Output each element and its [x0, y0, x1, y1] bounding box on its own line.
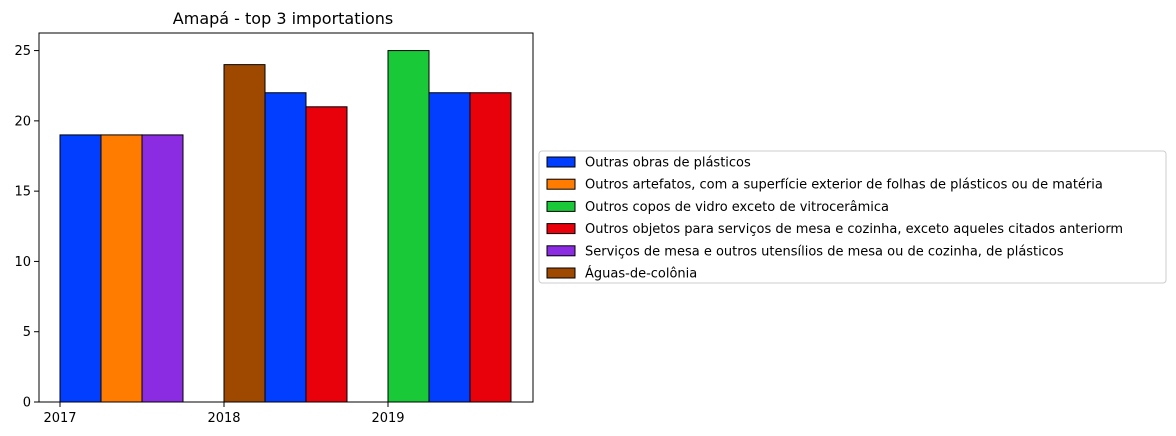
bar-2017-2 — [100, 134, 143, 403]
y-tick-label: 10 — [14, 255, 31, 270]
legend-label: Outras obras de plásticos — [585, 156, 751, 171]
legend-frame — [538, 150, 1167, 284]
bars-group — [59, 50, 512, 403]
legend-swatch — [546, 223, 576, 235]
bar-2017-3 — [141, 134, 184, 403]
legend-label: Águas-de-colônia — [585, 266, 697, 282]
y-tick-label: 25 — [14, 44, 31, 59]
y-tick-label: 20 — [14, 114, 31, 129]
legend-label: Outros artefatos, com a superfície exter… — [585, 178, 1103, 193]
bar-2017-1 — [59, 134, 102, 403]
x-tick-label: 2018 — [207, 411, 240, 426]
y-axis: 0 5 10 15 20 25 — [14, 44, 39, 411]
plot-frame — [38, 32, 534, 403]
legend: Outras obras de plásticos Outros artefato… — [538, 150, 1167, 284]
legend-swatch — [546, 200, 576, 212]
bar-2018-3 — [305, 106, 348, 403]
legend-label: Serviços de mesa e outros utensílios de … — [585, 244, 1064, 259]
bar-2018-1 — [223, 64, 266, 403]
legend-swatch — [546, 156, 576, 168]
chart-title: Amapá - top 3 importations — [173, 9, 393, 28]
legend-label: Outros objetos para serviços de mesa e c… — [585, 222, 1123, 237]
y-tick-label: 0 — [23, 396, 31, 411]
bar-2019-3 — [469, 92, 512, 403]
y-tick-label: 15 — [14, 185, 31, 200]
x-tick-label: 2019 — [371, 411, 404, 426]
x-axis: 2017 2018 2019 — [43, 402, 405, 426]
bar-2018-2 — [264, 92, 307, 403]
legend-label: Outros copos de vidro exceto de vitrocer… — [585, 200, 889, 215]
legend-swatch — [546, 178, 576, 190]
x-tick-label: 2017 — [43, 411, 76, 426]
legend-swatch — [546, 267, 576, 279]
legend-swatch — [546, 245, 576, 257]
y-tick-label: 5 — [23, 325, 31, 340]
bar-2019-1 — [387, 50, 430, 403]
bar-2019-2 — [428, 92, 471, 403]
